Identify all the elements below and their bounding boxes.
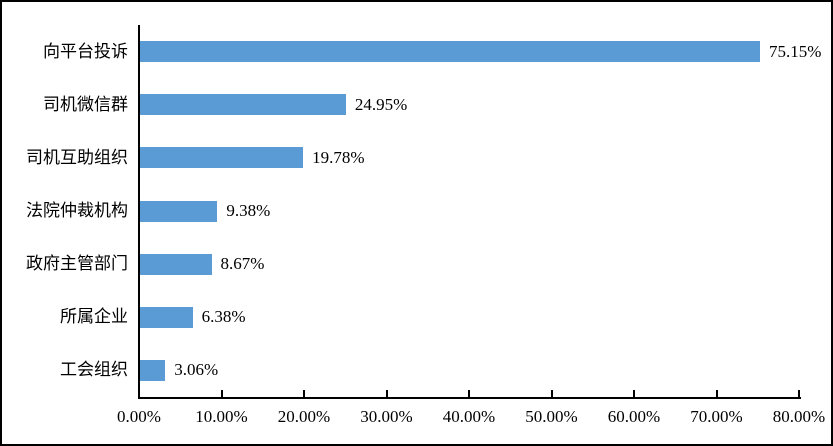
x-axis-tick: [715, 390, 718, 397]
x-axis-tick: [385, 390, 388, 397]
value-label: 9.38%: [226, 201, 271, 220]
category-label: 司机互助组织: [26, 147, 128, 167]
x-axis-tick: [468, 390, 470, 397]
bar: [140, 253, 212, 275]
value-label: 6.38%: [201, 307, 246, 327]
y-axis-line: [138, 25, 140, 399]
category-label: 司机微信群: [43, 94, 128, 114]
x-axis-tick: [550, 390, 553, 397]
value-label: 24.95%: [354, 94, 408, 114]
x-axis-tick: [798, 390, 800, 397]
x-axis-tick-label: 40.00%: [442, 407, 496, 426]
x-axis-tick-label: 80.00%: [772, 407, 826, 426]
x-axis-line: [138, 397, 801, 399]
x-axis-tick-label: 0.00%: [117, 407, 161, 426]
value-label: 3.06%: [174, 360, 219, 380]
value-label: 75.15%: [768, 41, 822, 61]
bar: [140, 200, 218, 222]
value-label: 8.67%: [220, 254, 265, 274]
bar: [140, 306, 193, 328]
category-label: 政府主管部门: [26, 254, 128, 274]
x-axis-tick-label: 30.00%: [360, 407, 413, 426]
x-axis-tick: [220, 390, 223, 397]
x-axis-tick: [633, 390, 635, 397]
x-axis-tick-label: 50.00%: [525, 407, 578, 426]
category-label: 法院仲裁机构: [26, 201, 128, 220]
category-label: 工会组织: [60, 360, 128, 380]
bar: [140, 94, 346, 116]
bar: [140, 41, 760, 63]
x-axis-tick: [303, 390, 305, 397]
bar: [140, 147, 304, 169]
bar: [140, 359, 166, 381]
value-label: 19.78%: [312, 147, 365, 167]
category-label: 所属企业: [60, 307, 128, 327]
x-axis-tick-label: 20.00%: [277, 407, 331, 426]
x-axis-tick-label: 70.00%: [690, 407, 743, 426]
x-axis-tick-label: 10.00%: [195, 407, 248, 426]
x-axis-tick-label: 60.00%: [607, 407, 661, 426]
x-axis-tick: [138, 390, 140, 397]
category-label: 向平台投诉: [43, 41, 128, 61]
